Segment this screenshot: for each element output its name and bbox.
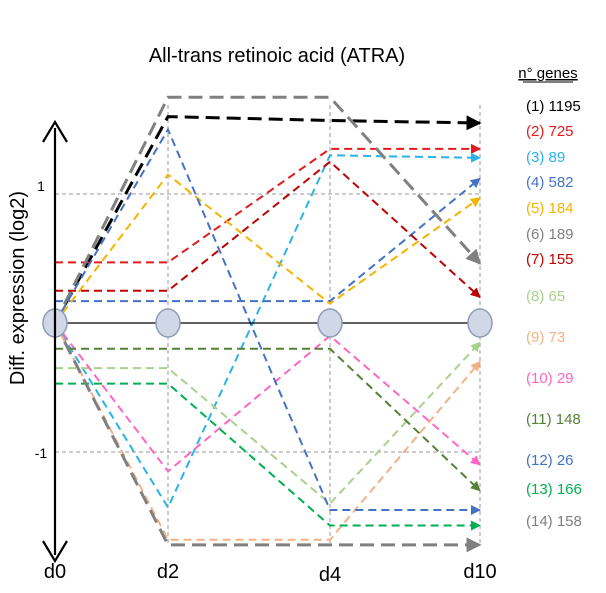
legend-entry-1: (1) 1195: [526, 98, 581, 115]
legend-entry-4: (4) 582: [526, 174, 574, 191]
legend-entry-2: (2) 725: [526, 123, 574, 140]
x-tick-label-d0: d0: [44, 561, 66, 583]
series-line-3: [54, 152, 481, 510]
series-line-6: [53, 95, 482, 324]
legend-entry-7: (7) 155: [526, 251, 574, 268]
legend-entry-9: (9) 73: [526, 329, 565, 346]
series-line-9: [54, 322, 481, 541]
series-line-8: [55, 341, 481, 505]
legend-title: n° genes: [518, 65, 577, 82]
legend-entry-3: (3) 89: [526, 149, 565, 166]
legend-entry-12: (12) 26: [526, 452, 574, 469]
timepoint-node-d10: [467, 308, 493, 338]
series-line-13: [55, 382, 481, 531]
legend-entry-13: (13) 166: [526, 481, 582, 498]
chart-title: All-trans retinoic acid (ATRA): [149, 45, 405, 67]
y-tick-label-1: -1: [35, 445, 48, 461]
series-line-10: [54, 322, 481, 473]
series-line-11: [55, 347, 481, 492]
series-line-1: [53, 115, 482, 324]
legend-entry-5: (5) 184: [526, 200, 574, 217]
legend-entry-11: (11) 148: [526, 411, 581, 428]
legend-entry-8: (8) 65: [526, 288, 565, 305]
timepoint-node-d4: [317, 308, 343, 338]
axes: 1 -1 d0 d2 d4 d10: [35, 119, 497, 586]
x-tick-label-d10: d10: [463, 561, 496, 583]
legend-entry-10: (10) 29: [526, 370, 574, 387]
series-line-7: [55, 160, 481, 298]
series-line-2: [55, 143, 481, 264]
grid: [55, 105, 481, 545]
series-line-4: [55, 177, 481, 303]
legend: (1) 1195 (2) 725 (3) 89 (4) 582 (5) 184 (6) 1…: [526, 98, 582, 530]
legend-entry-6: (6) 189: [526, 226, 574, 243]
series-line-12: [54, 127, 481, 516]
series-line-14: [53, 322, 482, 553]
y-axis-label: Diff. expression (log2): [7, 191, 29, 385]
series-line-5: [54, 173, 481, 324]
legend-entry-14: (14) 158: [526, 513, 582, 530]
y-axis-arrow-down: [42, 540, 68, 564]
series-lines: [53, 95, 482, 553]
y-tick-label-0: 1: [37, 178, 45, 194]
timepoint-node-d2: [155, 308, 181, 338]
x-tick-label-d2: d2: [157, 561, 179, 583]
x-tick-label-d4: d4: [319, 564, 341, 586]
y-axis-arrow-up: [42, 119, 68, 143]
